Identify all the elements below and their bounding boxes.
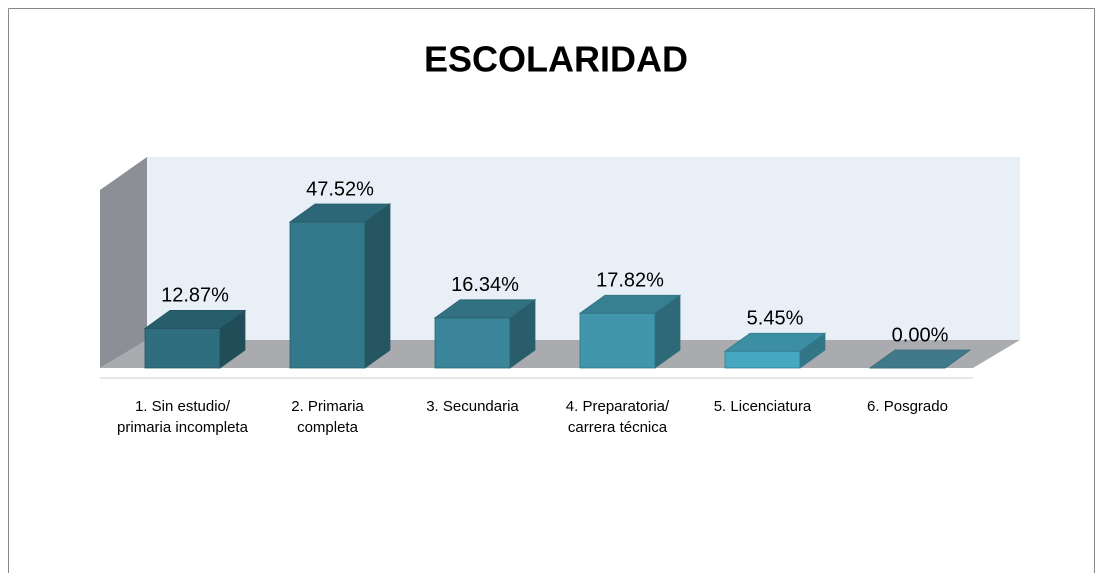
bar (868, 349, 972, 369)
value-label: 0.00% (892, 324, 949, 346)
x-tick-label: 5. Licenciatura (713, 398, 812, 415)
side-wall (100, 157, 147, 368)
value-label: 12.87% (161, 285, 229, 307)
bar-front (434, 317, 511, 369)
bar-front (579, 312, 656, 369)
x-tick-label: 3. Secundaria (426, 398, 519, 415)
x-tick-label: 2. Primaria completa (291, 398, 364, 436)
chart-title: ESCOLARIDAD (424, 39, 688, 80)
bar-front (724, 350, 801, 369)
x-tick-label: 6. Posgrado (867, 398, 948, 415)
bar-front (289, 221, 366, 369)
bar-top (288, 203, 392, 223)
bar (143, 309, 247, 369)
bar-top (723, 332, 827, 352)
value-label: 17.82% (596, 270, 664, 292)
bar (578, 294, 682, 369)
bar (723, 332, 827, 369)
bar-top (578, 294, 682, 314)
bar-top (433, 299, 537, 319)
value-label: 5.45% (747, 308, 804, 330)
x-tick-label: 4. Preparatoria/ carrera técnica (565, 398, 670, 436)
bar-front (144, 328, 221, 369)
bar (433, 299, 537, 369)
bar (288, 203, 392, 369)
bar-side (364, 203, 391, 369)
value-label: 16.34% (451, 274, 519, 296)
value-label: 47.52% (306, 178, 374, 200)
bar-top (143, 310, 247, 329)
x-tick-label: 1. Sin estudio/ primaria incompleta (117, 398, 248, 436)
bar-top (868, 349, 972, 369)
